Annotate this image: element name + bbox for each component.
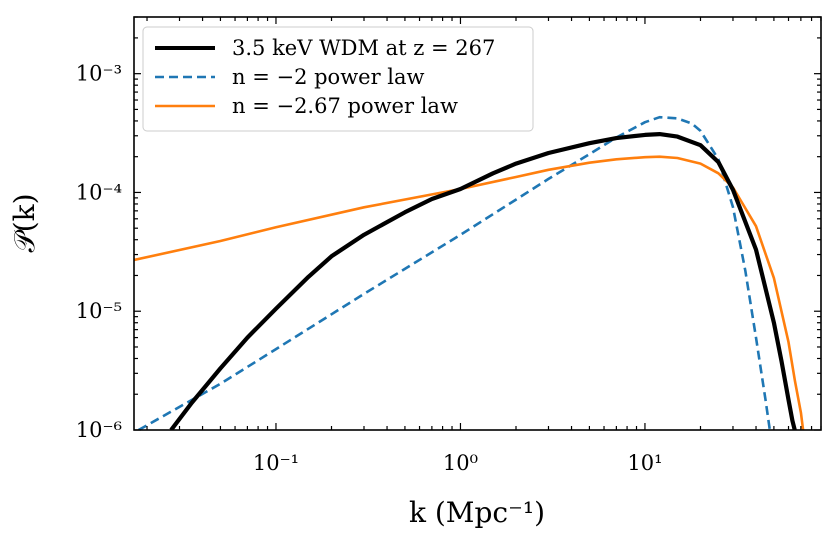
y-tick-label: 10⁻³ (76, 62, 122, 86)
plot-frame (133, 16, 822, 431)
legend-label-n267: n = −2.67 power law (232, 94, 458, 118)
series-line-1 (137, 115, 772, 430)
x-tick-label: 10¹ (627, 451, 662, 475)
x-tick-label: 10⁰ (443, 451, 478, 475)
x-axis-label: k (Mpc⁻¹) (409, 496, 545, 529)
legend: 3.5 keV WDM at z = 267 n = −2 power law … (142, 26, 534, 132)
legend-box (142, 26, 534, 132)
y-tick-label: 10⁻⁴ (76, 180, 122, 204)
series-line-0 (169, 132, 797, 430)
series-line-2 (134, 155, 805, 430)
y-axis-label: 𝒫(k) (8, 193, 41, 252)
y-tick-label: 10⁻⁶ (76, 418, 122, 442)
tick-labels-layer: 10⁻¹ 10⁰ 10¹ 10⁻⁶ 10⁻⁵ 10⁻⁴ 10⁻³ (76, 62, 663, 475)
series-layer (134, 115, 805, 430)
y-tick-label: 10⁻⁵ (76, 299, 122, 323)
legend-label-n2: n = −2 power law (232, 65, 425, 89)
x-tick-label: 10⁻¹ (253, 451, 299, 475)
legend-label-wdm: 3.5 keV WDM at z = 267 (232, 36, 495, 60)
